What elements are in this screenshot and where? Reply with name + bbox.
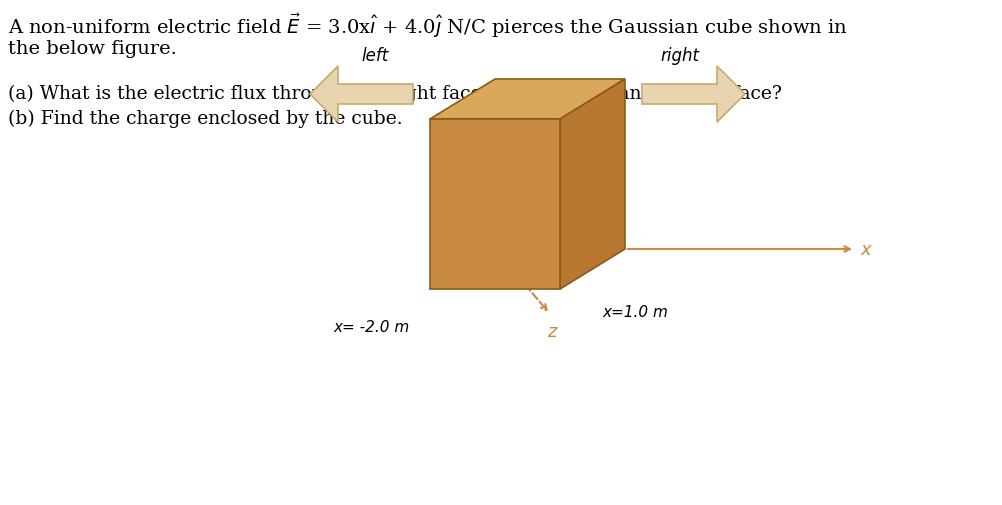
Text: x= -2.0 m: x= -2.0 m xyxy=(334,319,410,334)
Text: (a) What is the electric flux through the right face, the left face, and the top: (a) What is the electric flux through th… xyxy=(8,85,782,103)
Polygon shape xyxy=(430,120,559,289)
Polygon shape xyxy=(641,67,744,123)
Polygon shape xyxy=(310,67,413,123)
Polygon shape xyxy=(430,80,624,120)
Text: (b) Find the charge enclosed by the cube.: (b) Find the charge enclosed by the cube… xyxy=(8,110,402,128)
Text: x: x xyxy=(859,240,870,259)
Text: left: left xyxy=(361,47,388,65)
Text: the below figure.: the below figure. xyxy=(8,40,176,58)
Text: A non-uniform electric field $\vec{E}$ = 3.0x$\hat{\imath}$ + 4.0$\hat{\jmath}$ : A non-uniform electric field $\vec{E}$ =… xyxy=(8,12,847,40)
Polygon shape xyxy=(559,80,624,289)
Text: right: right xyxy=(660,47,698,65)
Text: x=1.0 m: x=1.0 m xyxy=(601,305,667,319)
Text: z: z xyxy=(547,322,556,340)
